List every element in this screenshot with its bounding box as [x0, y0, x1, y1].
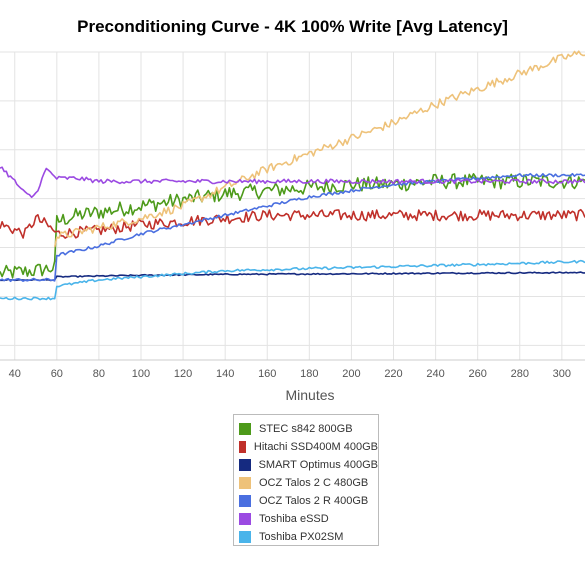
legend-label: Toshiba eSSD [259, 513, 329, 525]
x-tick-label: 60 [51, 368, 63, 380]
legend-item: Hitachi SSD400M 400GB [239, 438, 378, 456]
x-axis-label: Minutes [285, 387, 335, 403]
x-tick-label: 300 [553, 368, 571, 380]
x-tick-labels: 40 60 80 100 120 140 160 180 200 220 240 260 280 300 [9, 368, 571, 380]
legend: STEC s842 800GB Hitachi SSD400M 400GB SMAR… [233, 414, 379, 546]
series-line-5 [0, 166, 585, 199]
series-line-1 [0, 208, 585, 239]
series-line-0 [0, 173, 585, 279]
x-tick-label: 140 [216, 368, 234, 380]
x-tick-label: 220 [384, 368, 402, 380]
legend-label: Hitachi SSD400M 400GB [253, 441, 378, 453]
x-tick-label: 180 [300, 368, 318, 380]
series-line-3 [53, 50, 585, 248]
x-tick-label: 260 [469, 368, 487, 380]
series-layer [0, 50, 585, 301]
legend-item: OCZ Talos 2 C 480GB [239, 474, 378, 492]
legend-label: Toshiba PX02SM [259, 531, 344, 543]
legend-swatch [239, 531, 251, 543]
x-tick-label: 200 [342, 368, 360, 380]
legend-item: Toshiba eSSD [239, 510, 378, 528]
legend-item: OCZ Talos 2 R 400GB [239, 492, 378, 510]
x-tick-label: 80 [93, 368, 105, 380]
legend-item: SMART Optimus 400GB [239, 456, 378, 474]
legend-swatch [239, 441, 246, 453]
legend-item: STEC s842 800GB [239, 420, 378, 438]
x-tick-label: 40 [9, 368, 21, 380]
series-line-2 [0, 271, 585, 282]
x-tick-label: 160 [258, 368, 276, 380]
legend-label: STEC s842 800GB [259, 423, 353, 435]
legend-swatch [239, 459, 251, 471]
legend-label: OCZ Talos 2 R 400GB [259, 495, 369, 507]
legend-swatch [239, 495, 251, 507]
series-line-6 [0, 259, 585, 301]
x-tick-label: 100 [132, 368, 150, 380]
x-tick-label: 240 [426, 368, 444, 380]
x-tick-label: 120 [174, 368, 192, 380]
legend-swatch [239, 513, 251, 525]
legend-swatch [239, 423, 251, 435]
legend-label: OCZ Talos 2 C 480GB [259, 477, 369, 489]
legend-swatch [239, 477, 251, 489]
legend-label: SMART Optimus 400GB [258, 459, 378, 471]
grid-layer [0, 51, 585, 361]
chart-title: Preconditioning Curve - 4K 100% Write [A… [77, 17, 508, 36]
series-line-4 [0, 172, 585, 283]
legend-item: Toshiba PX02SM [239, 528, 378, 546]
x-tick-label: 280 [511, 368, 529, 380]
